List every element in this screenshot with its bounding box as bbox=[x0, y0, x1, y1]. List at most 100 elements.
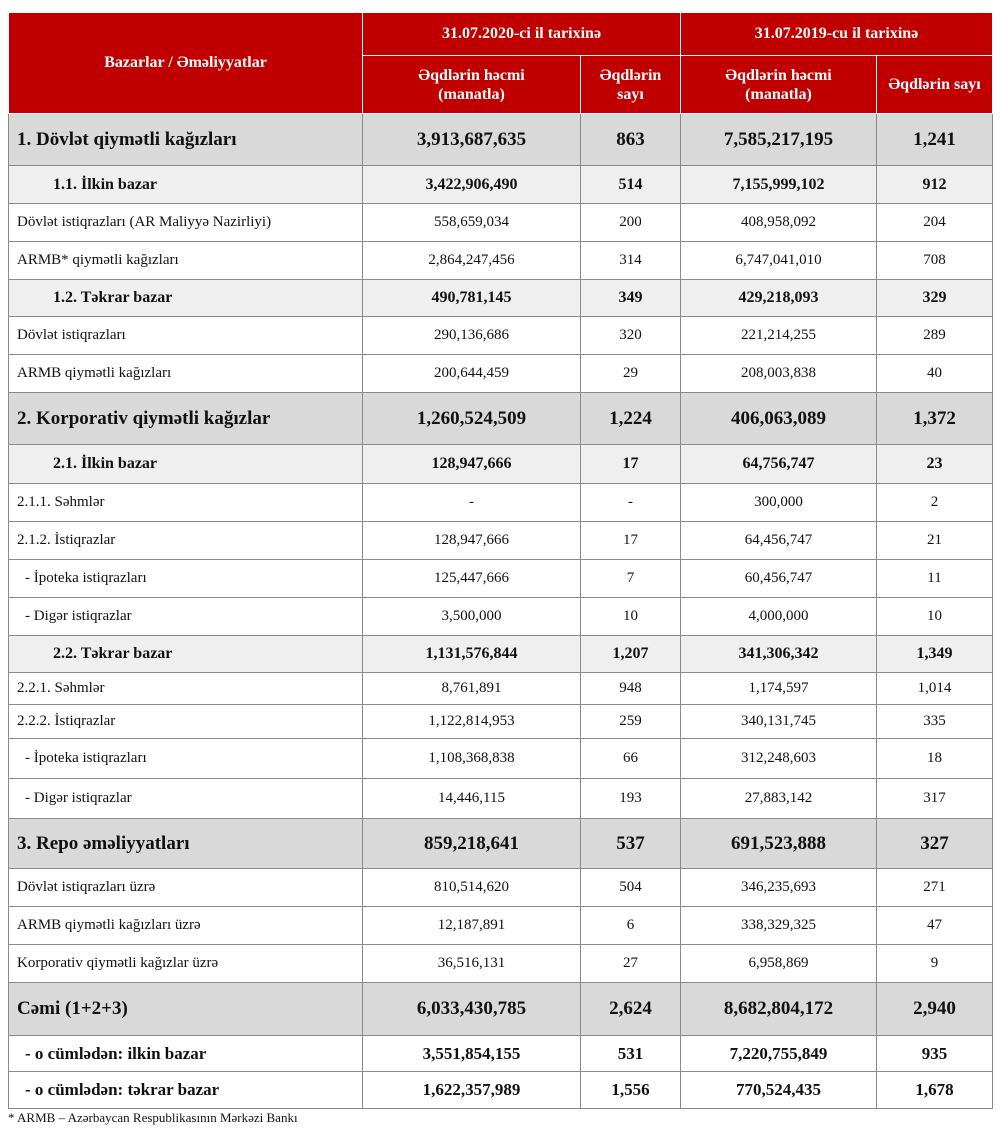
cell: 9 bbox=[875, 944, 994, 983]
cell: 12,187,891 bbox=[362, 906, 581, 945]
cell: 60,456,747 bbox=[680, 559, 877, 598]
row-label: 1.1. İlkin bazar bbox=[8, 165, 363, 204]
table-row: 1.2. Təkrar bazar 490,781,145 349 429,218,0… bbox=[8, 279, 994, 317]
cell: 346,235,693 bbox=[680, 868, 877, 907]
cell: 259 bbox=[580, 704, 681, 739]
cell: 537 bbox=[580, 818, 681, 869]
cell: 1,372 bbox=[875, 392, 994, 445]
cell: 47 bbox=[875, 906, 994, 945]
cell: 317 bbox=[875, 778, 994, 819]
cell: 8,761,891 bbox=[362, 672, 581, 705]
cell: 429,218,093 bbox=[680, 279, 877, 317]
cell: 327 bbox=[875, 818, 994, 869]
table-row: - İpoteka istiqrazları 125,447,666 7 60,456… bbox=[8, 559, 994, 598]
cell: 708 bbox=[875, 241, 994, 280]
cell: 1,678 bbox=[875, 1071, 994, 1109]
cell: 7,155,999,102 bbox=[680, 165, 877, 204]
cell: 10 bbox=[875, 597, 994, 636]
row-label: ARMB qiymətli kağızları üzrə bbox=[8, 906, 363, 945]
column-header-text: Əqdlərin həcmi (manatla) bbox=[725, 66, 832, 103]
row-label: Dövlət istiqrazları bbox=[8, 316, 363, 355]
table-row: 1.1. İlkin bazar 3,422,906,490 514 7,155,99… bbox=[8, 165, 994, 204]
cell: 1,014 bbox=[875, 672, 994, 705]
table-row: Dövlət istiqrazları üzrə 810,514,620 504 34… bbox=[8, 868, 994, 907]
cell: 10 bbox=[580, 597, 681, 636]
row-label: Cəmi (1+2+3) bbox=[8, 982, 363, 1036]
row-label: Dövlət istiqrazları üzrə bbox=[8, 868, 363, 907]
table-row: Cəmi (1+2+3) 6,033,430,785 2,624 8,682,804,… bbox=[8, 982, 994, 1036]
row-label: 2.2.1. Səhmlər bbox=[8, 672, 363, 705]
cell: 27 bbox=[580, 944, 681, 983]
cell: 36,516,131 bbox=[362, 944, 581, 983]
row-label: 1.2. Təkrar bazar bbox=[8, 279, 363, 317]
cell: 691,523,888 bbox=[680, 818, 877, 869]
cell: 3,551,854,155 bbox=[362, 1035, 581, 1072]
table-row: ARMB qiymətli kağızları 200,644,459 29 208,… bbox=[8, 354, 994, 393]
row-label: 3. Repo əməliyyatları bbox=[8, 818, 363, 869]
cell: 128,947,666 bbox=[362, 444, 581, 484]
cell: 314 bbox=[580, 241, 681, 280]
cell: 531 bbox=[580, 1035, 681, 1072]
cell: 859,218,641 bbox=[362, 818, 581, 869]
cell: 335 bbox=[875, 704, 994, 739]
table-row: Dövlət istiqrazları 290,136,686 320 221,214… bbox=[8, 316, 994, 355]
data-table: Bazarlar / Əməliyyatlar 31.07.2020-ci il… bbox=[8, 12, 994, 1109]
row-label: 2.2.2. İstiqrazlar bbox=[8, 704, 363, 739]
cell: 770,524,435 bbox=[680, 1071, 877, 1109]
row-label: 2.2. Təkrar bazar bbox=[8, 635, 363, 673]
table-row: - Digər istiqrazlar 14,446,115 193 27,883,1… bbox=[8, 778, 994, 819]
cell: 490,781,145 bbox=[362, 279, 581, 317]
row-label: - o cümlədən: ilkin bazar bbox=[8, 1035, 363, 1072]
table-wrap: Bazarlar / Əməliyyatlar 31.07.2020-ci il… bbox=[8, 12, 994, 1109]
cell: 1,241 bbox=[875, 113, 994, 166]
row-label: Dövlət istiqrazları (AR Maliyyə Nazirliy… bbox=[8, 203, 363, 242]
table-row: 2.1.1. Səhmlər - -300,000 2 bbox=[8, 483, 994, 522]
cell: 2,864,247,456 bbox=[362, 241, 581, 280]
cell: 1,131,576,844 bbox=[362, 635, 581, 673]
column-header: Əqdlərin həcmi (manatla) bbox=[362, 55, 581, 114]
cell: 7,220,755,849 bbox=[680, 1035, 877, 1072]
table-row: - İpoteka istiqrazları 1,108,368,838 66 312… bbox=[8, 738, 994, 779]
cell: 271 bbox=[875, 868, 994, 907]
table-row: 2.2. Təkrar bazar 1,131,576,844 1,207 341,3… bbox=[8, 635, 994, 673]
row-label: ARMB qiymətli kağızları bbox=[8, 354, 363, 393]
table-row: 2.2.2. İstiqrazlar 1,122,814,953 259 340,13… bbox=[8, 704, 994, 739]
table-row: - o cümlədən: təkrar bazar 1,622,357,989 1… bbox=[8, 1071, 994, 1109]
cell: 64,756,747 bbox=[680, 444, 877, 484]
cell: 312,248,603 bbox=[680, 738, 877, 779]
table-row: 3. Repo əməliyyatları 859,218,641 537 691,5… bbox=[8, 818, 994, 869]
cell: 320 bbox=[580, 316, 681, 355]
cell: 1,349 bbox=[875, 635, 994, 673]
cell: 1,260,524,509 bbox=[362, 392, 581, 445]
cell: 11 bbox=[875, 559, 994, 598]
cell: 27,883,142 bbox=[680, 778, 877, 819]
cell: 128,947,666 bbox=[362, 521, 581, 560]
cell: 338,329,325 bbox=[680, 906, 877, 945]
cell: 935 bbox=[875, 1035, 994, 1072]
cell: 125,447,666 bbox=[362, 559, 581, 598]
cell: 200 bbox=[580, 203, 681, 242]
cell: 193 bbox=[580, 778, 681, 819]
cell: 290,136,686 bbox=[362, 316, 581, 355]
table-row: - o cümlədən: ilkin bazar 3,551,854,155 53… bbox=[8, 1035, 994, 1072]
cell: 340,131,745 bbox=[680, 704, 877, 739]
row-label: 2.1.2. İstiqrazlar bbox=[8, 521, 363, 560]
cell: 21 bbox=[875, 521, 994, 560]
cell: 3,913,687,635 bbox=[362, 113, 581, 166]
cell: 289 bbox=[875, 316, 994, 355]
cell: 1,108,368,838 bbox=[362, 738, 581, 779]
column-header-text: Əqdlərin həcmi (manatla) bbox=[418, 66, 525, 103]
period-header: 31.07.2020-ci il tarixinə bbox=[362, 12, 681, 56]
cell: 514 bbox=[580, 165, 681, 204]
row-label: - Digər istiqrazlar bbox=[8, 597, 363, 636]
cell: 6,033,430,785 bbox=[362, 982, 581, 1036]
row-label: ARMB* qiymətli kağızları bbox=[8, 241, 363, 280]
row-label: - Digər istiqrazlar bbox=[8, 778, 363, 819]
cell: 948 bbox=[580, 672, 681, 705]
cell: 349 bbox=[580, 279, 681, 317]
cell: 406,063,089 bbox=[680, 392, 877, 445]
cell: 1,224 bbox=[580, 392, 681, 445]
cell: 329 bbox=[875, 279, 994, 317]
cell: 558,659,034 bbox=[362, 203, 581, 242]
row-label: 1. Dövlət qiymətli kağızları bbox=[8, 113, 363, 166]
